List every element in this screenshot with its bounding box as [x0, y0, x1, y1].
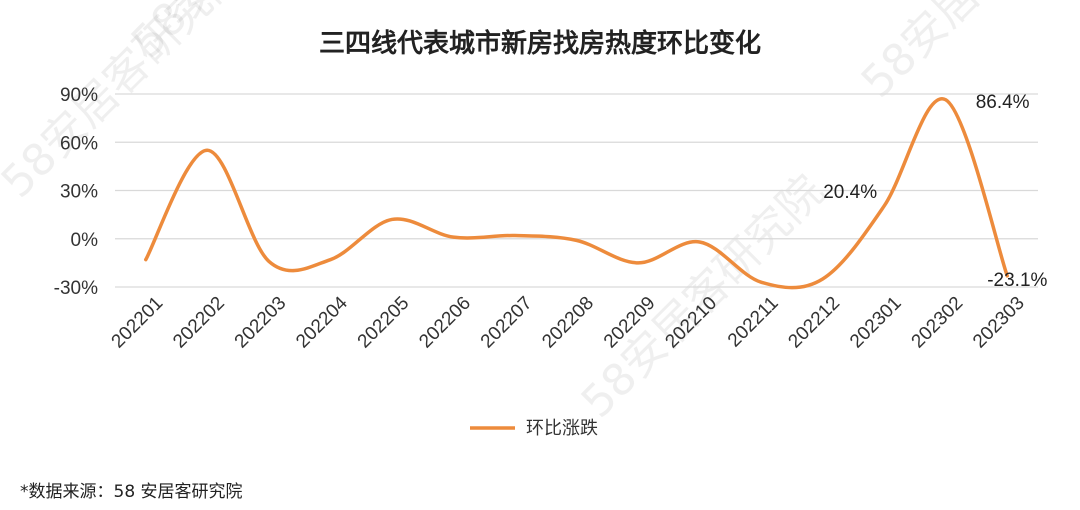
x-tick-label: 202202	[169, 293, 229, 353]
watermark-text: 58安居客研究院	[852, 0, 1080, 108]
x-tick-label: 202207	[477, 293, 537, 353]
data-label: 86.4%	[976, 92, 1030, 113]
x-tick-label: 202203	[231, 293, 291, 353]
y-tick-label: -30%	[54, 278, 98, 299]
x-axis-ticks: 202201 202202 202203 202204 202205 202206 2022…	[108, 292, 1029, 352]
gridlines	[115, 93, 1038, 288]
data-label: -23.1%	[987, 270, 1047, 291]
x-tick-label: 202206	[415, 293, 475, 353]
x-tick-label: 202212	[784, 293, 844, 353]
x-tick-label: 202201	[108, 293, 168, 353]
y-tick-label: 90%	[60, 85, 98, 106]
y-tick-label: 60%	[60, 133, 98, 154]
data-labels: 20.4% 86.4% -23.1%	[823, 92, 1047, 291]
x-tick-label: 202302	[908, 293, 968, 353]
x-tick-label: 202301	[846, 293, 906, 353]
legend-label: 环比涨跌	[526, 418, 598, 439]
y-axis-ticks: 90% 60% 30% 0% -30%	[54, 85, 98, 299]
source-note: *数据来源：58 安居客研究院	[20, 482, 243, 502]
legend: 环比涨跌	[470, 418, 598, 439]
series-line	[144, 97, 1009, 290]
y-tick-label: 0%	[71, 230, 99, 251]
series-group	[144, 97, 1009, 290]
watermarks: 58安居客研究院58安居客研究院58安居客研究院58安居客研究院	[0, 0, 1080, 428]
y-tick-label: 30%	[60, 182, 98, 203]
data-label: 20.4%	[823, 182, 877, 203]
x-tick-label: 202204	[292, 292, 352, 352]
x-tick-label: 202303	[969, 293, 1029, 353]
x-tick-label: 202205	[354, 293, 414, 353]
x-tick-label: 202208	[538, 293, 598, 353]
chart-title: 三四线代表城市新房找房热度环比变化	[319, 28, 761, 59]
